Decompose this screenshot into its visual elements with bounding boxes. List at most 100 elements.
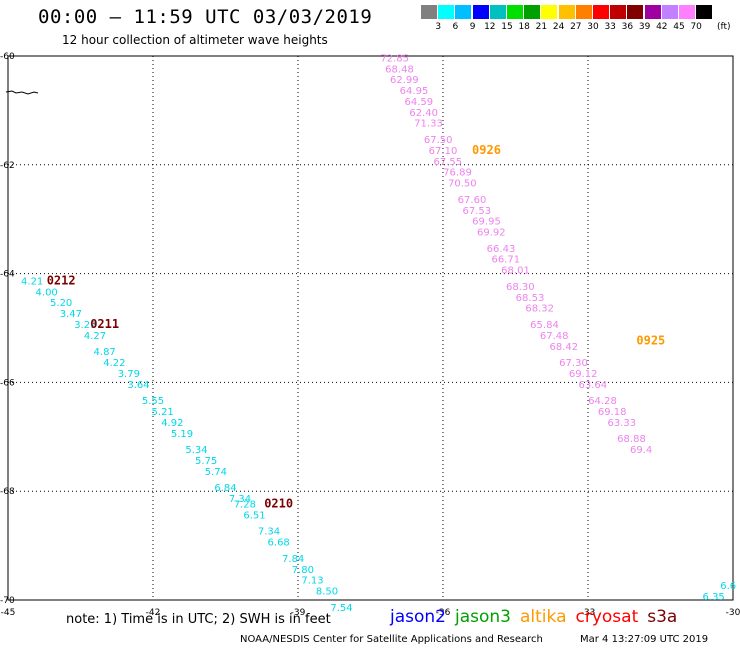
wave-height-label: 69.18 bbox=[598, 407, 627, 418]
wave-height-label: 4.21 bbox=[21, 276, 43, 287]
scale-swatch bbox=[507, 5, 523, 19]
wave-height-label: 62.99 bbox=[390, 75, 419, 86]
wave-height-label: 8.50 bbox=[316, 587, 338, 598]
scale-label: 21 bbox=[535, 22, 548, 32]
scale-swatch bbox=[661, 5, 678, 19]
pass-time-label: 0925 bbox=[636, 333, 665, 347]
legend-entry: s3a bbox=[647, 607, 678, 627]
wave-height-label: 4.00 bbox=[36, 287, 58, 298]
scale-label: 36 bbox=[621, 22, 634, 32]
wave-height-label: 5.74 bbox=[205, 467, 227, 478]
wave-height-label: 65.84 bbox=[530, 320, 559, 331]
pass-time-label: 0210 bbox=[264, 497, 293, 511]
x-tick-label: -39 bbox=[291, 608, 306, 618]
legend-entry: jason3 bbox=[455, 607, 511, 627]
wave-height-label: 76.89 bbox=[443, 168, 472, 179]
wave-height-label: 7.28 bbox=[234, 500, 256, 511]
wave-height-label: 62.40 bbox=[409, 108, 438, 119]
wave-height-label: 6.84 bbox=[214, 483, 236, 494]
wave-height-label: 67.48 bbox=[540, 331, 569, 342]
scale-swatch bbox=[438, 5, 455, 19]
scale-swatch bbox=[472, 5, 489, 19]
scale-swatch bbox=[558, 5, 575, 19]
x-tick-label: -45 bbox=[1, 608, 16, 618]
satellite-legend: jason2 jason3 altika cryosat s3a bbox=[390, 607, 686, 627]
y-tick-label: -70 bbox=[0, 596, 15, 606]
wave-height-label: 4.27 bbox=[84, 331, 106, 342]
x-tick-label: -33 bbox=[581, 608, 596, 618]
wave-height-label: 67.60 bbox=[458, 195, 487, 206]
wave-height-label: 64.59 bbox=[405, 97, 434, 108]
scale-swatch bbox=[696, 5, 713, 19]
wave-height-label: 66.71 bbox=[492, 255, 521, 266]
scale-label: 33 bbox=[604, 22, 616, 32]
wave-height-label: 7.34 bbox=[258, 527, 280, 538]
scale-label: 39 bbox=[638, 22, 651, 32]
wave-height-label: 68.30 bbox=[506, 282, 535, 293]
wave-height-label: 68.42 bbox=[550, 342, 579, 353]
legend-entry: cryosat bbox=[575, 607, 639, 627]
y-tick-label: -64 bbox=[0, 270, 15, 280]
wave-height-label: 5.21 bbox=[152, 407, 174, 418]
scale-label: 70 bbox=[690, 22, 702, 32]
wave-height-label: 6.6 bbox=[720, 581, 736, 592]
scale-swatch bbox=[610, 5, 627, 19]
wave-height-label: 5.55 bbox=[142, 396, 164, 407]
wave-height-label: 68.53 bbox=[516, 293, 545, 304]
wave-height-label: 64.95 bbox=[400, 86, 429, 97]
wave-height-label: 5.34 bbox=[185, 445, 207, 456]
scale-label: 18 bbox=[518, 22, 530, 32]
wave-height-label: 68.48 bbox=[385, 64, 414, 75]
wave-height-label: 4.22 bbox=[103, 358, 125, 369]
footnote: note: 1) Time is in UTC; 2) SWH is in fe… bbox=[66, 612, 331, 627]
wave-height-label: 68.32 bbox=[525, 304, 554, 315]
wave-height-label: 3.79 bbox=[118, 369, 140, 380]
wave-height-label: 67.30 bbox=[559, 358, 588, 369]
x-tick-label: -36 bbox=[436, 608, 451, 618]
y-tick-label: -68 bbox=[0, 487, 15, 497]
scale-label: 9 bbox=[469, 22, 476, 32]
wave-height-label: 67.10 bbox=[429, 146, 458, 157]
wave-height-label: 7.34 bbox=[229, 494, 251, 505]
pass-time-label: 0926 bbox=[472, 143, 501, 157]
scale-label: 45 bbox=[673, 22, 685, 32]
scale-swatch bbox=[627, 5, 644, 19]
wave-height-label: 63.33 bbox=[608, 418, 637, 429]
wave-height-label: 7.13 bbox=[301, 576, 323, 587]
scale-swatch bbox=[575, 5, 592, 19]
footer-credit: NOAA/NESDIS Center for Satellite Applica… bbox=[240, 634, 543, 645]
wave-height-label: 4.87 bbox=[94, 347, 116, 358]
footer-timestamp: Mar 4 13:27:09 UTC 2019 bbox=[580, 634, 709, 645]
wave-height-label: 64.28 bbox=[588, 396, 617, 407]
wave-height-label: 69.95 bbox=[472, 217, 501, 228]
wave-height-label: 6.51 bbox=[243, 510, 265, 521]
scale-unit: (ft) bbox=[717, 22, 731, 32]
x-tick-label: -30 bbox=[726, 608, 740, 618]
wave-height-label: 67.55 bbox=[434, 157, 463, 168]
scale-label: 42 bbox=[656, 22, 668, 32]
scale-swatch bbox=[541, 5, 558, 19]
wave-height-label: 68.01 bbox=[501, 266, 530, 277]
scale-label: 3 bbox=[435, 22, 442, 32]
wave-height-label: 67.50 bbox=[424, 135, 453, 146]
legend-entry: altika bbox=[520, 607, 567, 627]
wave-height-label: 3.29 bbox=[74, 320, 96, 331]
wave-height-label: 7.80 bbox=[292, 565, 314, 576]
wave-height-label: 68.88 bbox=[617, 434, 646, 445]
plot-frame bbox=[7, 55, 734, 601]
scale-swatch bbox=[524, 5, 541, 19]
scale-swatch bbox=[421, 5, 437, 19]
pass-time-label: 0212 bbox=[47, 273, 76, 287]
scale-label: 12 bbox=[484, 22, 496, 32]
scale-label: 24 bbox=[552, 22, 565, 32]
wave-height-label: 70.50 bbox=[448, 179, 477, 190]
chart-title: 00:00 – 11:59 UTC 03/03/2019 bbox=[38, 6, 373, 28]
coastline-fragment bbox=[5, 90, 39, 95]
wave-height-label: 67.53 bbox=[463, 206, 492, 217]
wave-height-label: 5.19 bbox=[171, 429, 193, 440]
wave-height-label: 5.20 bbox=[50, 298, 72, 309]
scale-label: 15 bbox=[501, 22, 513, 32]
wave-height-label: 66.43 bbox=[487, 244, 516, 255]
wave-height-label: 6.35 bbox=[703, 592, 725, 603]
